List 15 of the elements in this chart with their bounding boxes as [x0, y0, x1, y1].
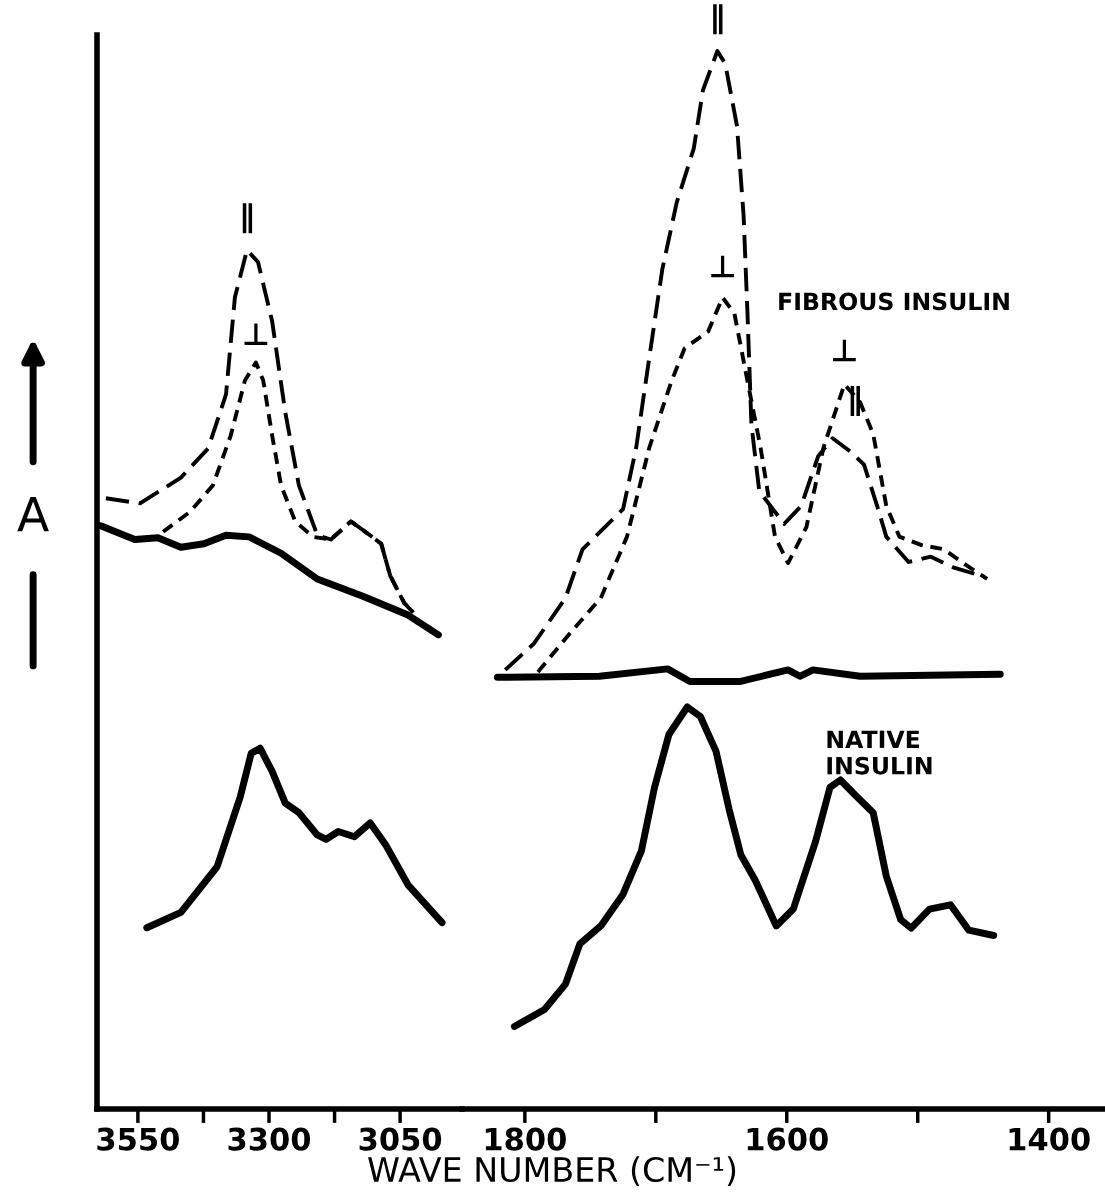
annotation: ⊥ [833, 339, 856, 362]
annotation: ∥ [242, 203, 253, 234]
annotation: ⊥ [711, 255, 734, 278]
x-tick-label: 1800 [485, 1127, 566, 1151]
x-tick-label: 3050 [359, 1127, 442, 1151]
y-axis-title: A [17, 496, 49, 532]
annotation: NATIVE INSULIN [827, 730, 932, 775]
x-axis-title: WAVE NUMBER (CM⁻¹) [368, 1156, 736, 1187]
annotation: FIBROUS INSULIN [779, 292, 1009, 311]
x-tick-label: 1600 [747, 1127, 828, 1151]
x-tick-label: 3550 [97, 1127, 179, 1151]
x-tick-label: 1400 [1009, 1127, 1090, 1151]
x-tick-label: 3300 [228, 1127, 311, 1151]
annotation: ⊥ [244, 323, 268, 346]
annotation: ∥ [713, 4, 723, 35]
